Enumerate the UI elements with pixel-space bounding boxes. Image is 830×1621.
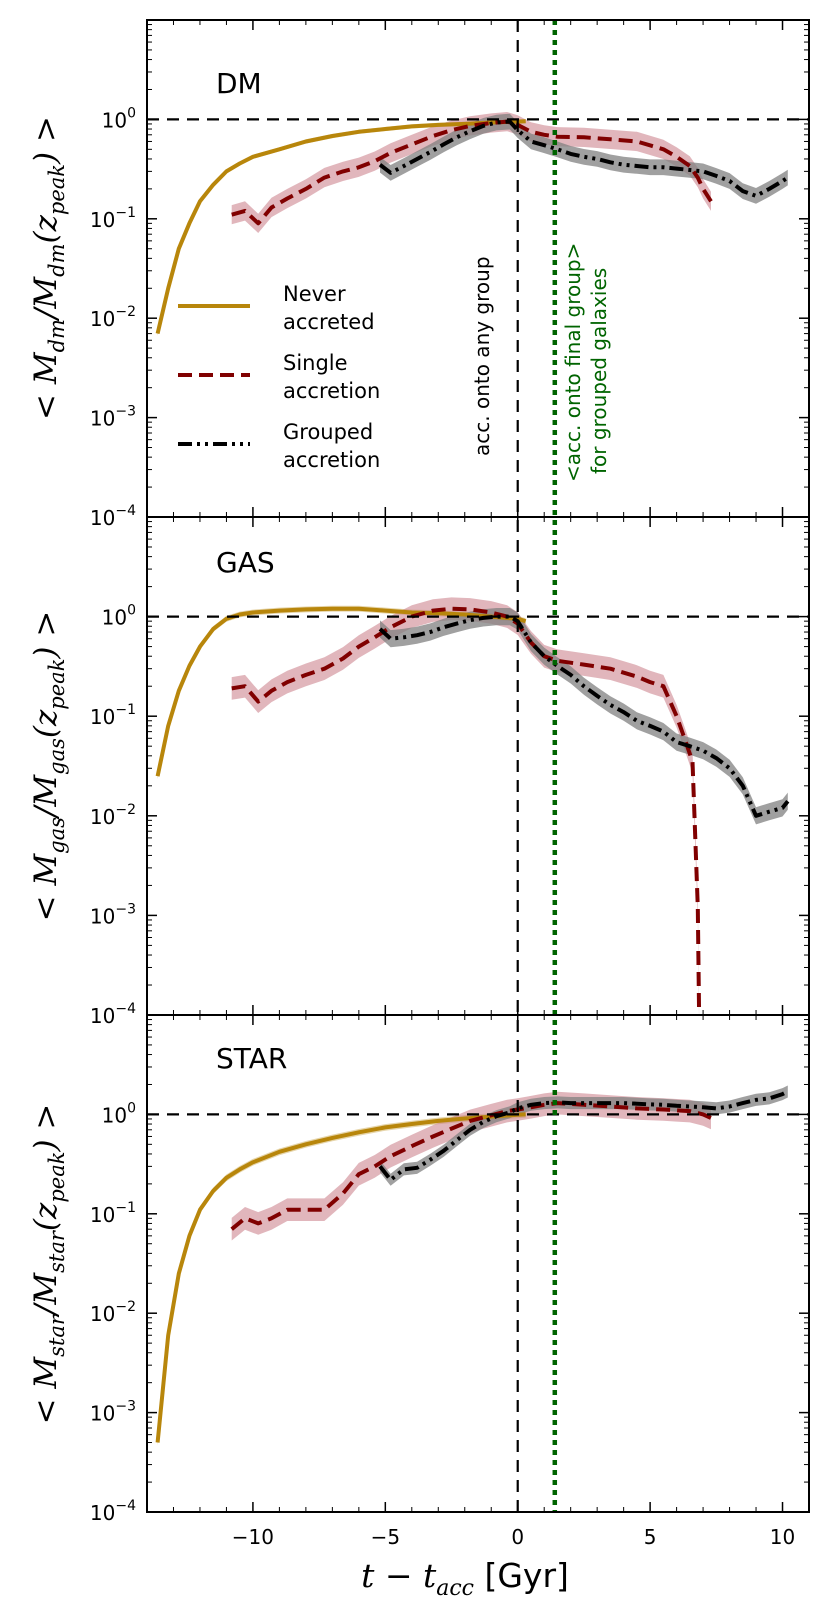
line-never-gas <box>155 606 527 777</box>
band-never-star <box>157 1111 526 1446</box>
legend-entry-single: Single accretion <box>178 351 380 403</box>
x-tick-label: −5 <box>371 1525 400 1549</box>
line-grouped-dm <box>378 119 789 198</box>
line-single-star <box>230 1101 712 1231</box>
y-tick-label-gas: 10−2 <box>90 802 136 829</box>
annotation-acc-final-group: <acc. onto final group> for grouped gala… <box>561 236 611 482</box>
panel-dm: 10−4 10−3 10−2 10−1 100 DM < Mdm/Mdm(zpeak) … <box>28 20 810 530</box>
band-grouped-dm <box>380 113 788 204</box>
x-tick-label: 5 <box>644 1525 657 1549</box>
y-tick-label-gas: 10−1 <box>90 702 136 729</box>
y-tick-label-gas: 10−3 <box>90 901 136 928</box>
line-grouped-gas <box>378 614 790 818</box>
line-single-gas <box>231 606 702 1015</box>
y-tick-label-dm: 10−1 <box>90 205 136 232</box>
y-tick-label-gas: 10−4 <box>90 1001 136 1028</box>
y-tick-label-gas: 100 <box>102 603 136 630</box>
annotation-acc-any-group: acc. onto any group <box>470 256 494 456</box>
panel-frame-star <box>146 1014 810 1513</box>
x-axis: −10 −5 0 5 10 <box>232 1525 795 1549</box>
panel-gas: 10−4 10−3 10−2 10−1 100 GAS < Mgas/Mgas(zpea… <box>28 517 810 1028</box>
y-axis-label-dm: < Mdm/Mdm(zpeak) > <box>28 116 69 420</box>
y-tick-label-dm: 10−2 <box>90 304 136 331</box>
y-tick-label-star: 10−4 <box>90 1498 136 1525</box>
panel-label-star: STAR <box>216 1042 287 1075</box>
y-tick-label-star: 10−2 <box>90 1299 136 1326</box>
x-tick-label: −10 <box>232 1525 274 1549</box>
legend-entry-never: Never accreted <box>178 282 375 334</box>
panel-frames <box>146 19 810 1513</box>
line-never-star <box>155 1112 526 1443</box>
line-grouped-star <box>378 1089 789 1182</box>
x-tick-label: 10 <box>770 1525 795 1549</box>
y-tick-label-dm: 100 <box>102 105 136 132</box>
line-never-dm <box>155 119 526 335</box>
band-single-gas <box>231 597 700 1015</box>
y-axis-label-star: < Mstar/Mstar(zpeak) > <box>28 1104 69 1425</box>
panel-star: 10−4 10−3 10−2 10−1 100 STAR < Mstar/Mstar(z… <box>28 1015 810 1525</box>
y-axis-label-gas: < Mgas/Mgas(zpeak) > <box>28 611 69 922</box>
band-grouped-gas <box>380 608 788 825</box>
band-single-dm <box>231 112 711 233</box>
legend-entry-grouped: Grouped accretion <box>178 420 380 472</box>
panel-label-gas: GAS <box>216 546 275 579</box>
y-tick-label-dm: 10−4 <box>90 503 136 530</box>
y-tick-label-dm: 10−3 <box>90 404 136 431</box>
y-tick-label-star: 10−3 <box>90 1399 136 1426</box>
x-tick-label: 0 <box>511 1525 524 1549</box>
legend-label-single: Single accretion <box>283 351 380 403</box>
y-tick-label-star: 10−1 <box>90 1200 136 1227</box>
panel-frame-gas <box>146 516 810 1016</box>
y-tick-label-star: 100 <box>102 1100 136 1127</box>
legend-label-never: Never accreted <box>283 282 375 334</box>
panel-label-dm: DM <box>216 67 262 100</box>
legend-label-grouped: Grouped accretion <box>283 420 380 472</box>
line-single-dm <box>231 119 713 226</box>
legend: Never accreted Single accretion Grouped acc… <box>178 282 380 472</box>
x-axis-label: t − tacc [Gyr] <box>361 1556 569 1601</box>
